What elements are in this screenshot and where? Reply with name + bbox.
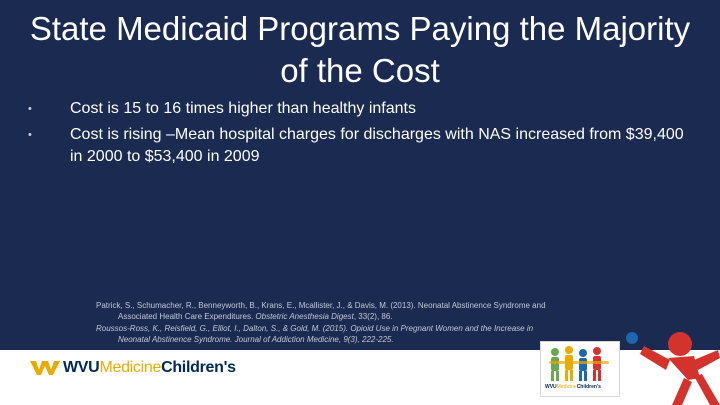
reference-journal: Obstetric Anesthesia Digest (255, 312, 354, 321)
reference-text: Roussos-Ross, K., Reisfield, G., Elliot,… (96, 324, 534, 333)
running-child-icon (626, 332, 720, 405)
logo-childrens-text: Children's (161, 359, 236, 376)
badge-medicine-text: Medicine (556, 384, 577, 390)
reference-cont: Associated Health Care Expenditures. (118, 312, 256, 321)
reference-text: Patrick, S., Schumacher, R., Benneyworth… (96, 301, 546, 310)
reference-continuation: Neonatal Abstinence Syndrome. Journal of… (96, 334, 626, 345)
reference-tail: , 9(3), 222-225. (338, 335, 394, 344)
badge-childrens-text: Children's (576, 384, 601, 390)
bullet-list: • Cost is 15 to 16 times higher than hea… (28, 98, 688, 172)
reference-continuation: Associated Health Care Expenditures. Obs… (96, 311, 626, 322)
slide-title: State Medicaid Programs Paying the Major… (29, 10, 691, 89)
badge-wvu-text: WVU (545, 384, 557, 390)
bullet-marker: • (28, 103, 32, 115)
bullet-marker: • (28, 129, 32, 141)
logo-medicine-text: Medicine (99, 359, 162, 376)
badge-caption: WVUMedicineChildren's (545, 384, 619, 391)
childrens-badge: WVUMedicineChildren's (540, 341, 620, 397)
bullet-item: • Cost is rising –Mean hospital charges … (28, 124, 688, 168)
bullet-text: Cost is rising –Mean hospital charges fo… (70, 126, 684, 165)
reference-cont: Neonatal Abstinence Syndrome. Journal of… (118, 335, 339, 344)
wvu-medicine-childrens-logo: WVU Medicine Children's (30, 358, 236, 378)
logo-wvu-text: WVU (63, 359, 100, 376)
bullet-item: • Cost is 15 to 16 times higher than hea… (28, 98, 688, 120)
bullet-text: Cost is 15 to 16 times higher than healt… (70, 100, 416, 117)
reference-item: Patrick, S., Schumacher, R., Benneyworth… (96, 300, 626, 322)
references: Patrick, S., Schumacher, R., Benneyworth… (96, 300, 626, 346)
reference-item: Roussos-Ross, K., Reisfield, G., Elliot,… (96, 323, 626, 345)
reference-tail: , 33(2), 86. (353, 312, 393, 321)
flying-wv-icon (30, 361, 60, 375)
children-figures-icon (549, 346, 609, 381)
